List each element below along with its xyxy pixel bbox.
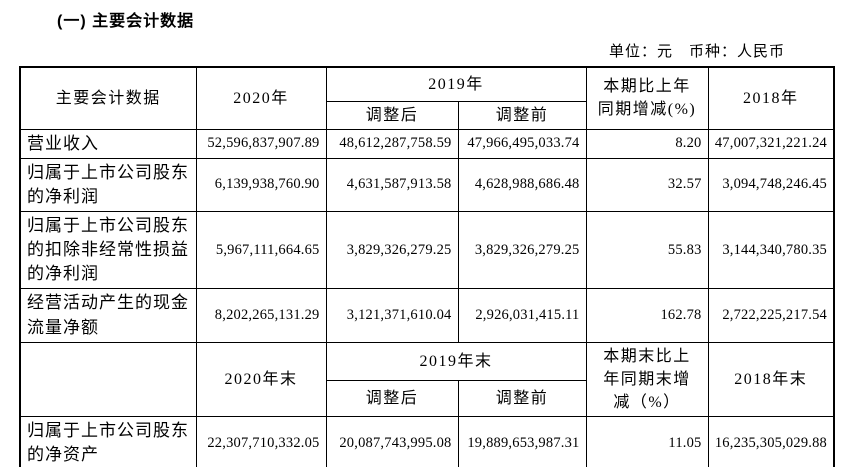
col-header-adjusted-after-end: 调整后	[325, 380, 459, 418]
col-header-main: 主要会计数据	[19, 66, 197, 130]
value-2018: 2,722,225,217.54	[707, 288, 835, 343]
col-header-2020: 2020年	[195, 66, 327, 130]
value-2018: 47,007,321,221.24	[707, 128, 835, 159]
col-header-2020-end: 2020年末	[195, 341, 327, 418]
value-change: 8.20	[585, 128, 709, 159]
table-row-net-profit-deducted: 归属于上市公司股东的扣除非经常性损益的净利润 5,967,111,664.65 …	[19, 211, 835, 290]
value-2019-before: 19,889,653,987.31	[457, 416, 587, 467]
table-row-revenue: 营业收入 52,596,837,907.89 48,612,287,758.59…	[19, 128, 835, 159]
value-change: 32.57	[585, 157, 709, 213]
table-row-net-assets: 归属于上市公司股东的净资产 22,307,710,332.05 20,087,7…	[19, 416, 835, 467]
col-header-change-end-line3: 减（%）	[613, 394, 681, 412]
header-row-3: 2020年末 2019年末 本期末比上 年同期末增 减（%） 2018年末	[19, 341, 835, 418]
unit-note: 单位：元 币种：人民币	[608, 44, 785, 60]
value-change: 162.78	[585, 288, 709, 343]
col-header-change-end-line1: 本期末比上	[603, 347, 691, 365]
page-title: (一) 主要会计数据	[57, 13, 195, 30]
row-label: 经营活动产生的现金流量净额	[19, 288, 197, 343]
value-2019-before: 3,829,326,279.25	[457, 211, 587, 290]
value-2019-adjusted: 20,087,743,995.08	[325, 416, 459, 467]
col-header-adjusted-before: 调整前	[457, 100, 587, 130]
value-2019-adjusted: 4,631,587,913.58	[325, 157, 459, 213]
col-header-2018-end: 2018年末	[707, 341, 835, 418]
value-2018: 3,144,340,780.35	[707, 211, 835, 290]
value-2020: 5,967,111,664.65	[195, 211, 327, 290]
value-2020: 22,307,710,332.05	[195, 416, 327, 467]
col-header-2019-end: 2019年末	[325, 341, 587, 382]
value-2019-adjusted: 48,612,287,758.59	[325, 128, 459, 159]
value-change: 11.05	[585, 416, 709, 467]
header-row-2: 调整后 调整前	[20, 100, 834, 130]
value-2019-adjusted: 3,121,371,610.04	[325, 288, 459, 343]
value-2018: 16,235,305,029.88	[707, 416, 835, 467]
value-2020: 6,139,938,760.90	[195, 157, 327, 213]
value-change: 55.83	[585, 211, 709, 290]
value-2020: 8,202,265,131.29	[195, 288, 327, 343]
value-2019-before: 2,926,031,415.11	[457, 288, 587, 343]
row-label: 营业收入	[19, 128, 197, 159]
table-row-net-profit: 归属于上市公司股东的净利润 6,139,938,760.90 4,631,587…	[19, 157, 835, 213]
col-header-adjusted-after: 调整后	[325, 100, 459, 130]
col-header-adjusted-before-end: 调整前	[457, 380, 587, 418]
col-header-2018: 2018年	[707, 66, 835, 130]
value-2019-adjusted: 3,829,326,279.25	[325, 211, 459, 290]
col-header-change-end: 本期末比上 年同期末增 减（%）	[585, 341, 709, 418]
col-header-2019: 2019年	[325, 66, 587, 102]
value-2020: 52,596,837,907.89	[195, 128, 327, 159]
header-row-4: 调整后 调整前	[20, 380, 834, 418]
accounting-table: 主要会计数据 2020年 2019年 本期比上年 同期增减(%) 2018年 调…	[19, 66, 836, 467]
row-label: 归属于上市公司股东的净利润	[19, 157, 197, 213]
col-header-change-line1: 本期比上年	[603, 78, 691, 96]
row-label: 归属于上市公司股东的净资产	[19, 416, 197, 467]
row-label: 归属于上市公司股东的扣除非经常性损益的净利润	[19, 211, 197, 290]
value-2019-before: 4,628,988,686.48	[457, 157, 587, 213]
col-header-change-line2: 同期增减(%)	[597, 101, 697, 119]
col-header-main-empty	[19, 341, 197, 418]
value-2019-before: 47,966,495,033.74	[457, 128, 587, 159]
table-row-cash-flow: 经营活动产生的现金流量净额 8,202,265,131.29 3,121,371…	[19, 288, 835, 343]
col-header-change-end-line2: 年同期末增	[603, 370, 691, 388]
header-row-1: 主要会计数据 2020年 2019年 本期比上年 同期增减(%) 2018年	[19, 66, 835, 130]
col-header-change: 本期比上年 同期增减(%)	[585, 66, 709, 130]
value-2018: 3,094,748,246.45	[707, 157, 835, 213]
